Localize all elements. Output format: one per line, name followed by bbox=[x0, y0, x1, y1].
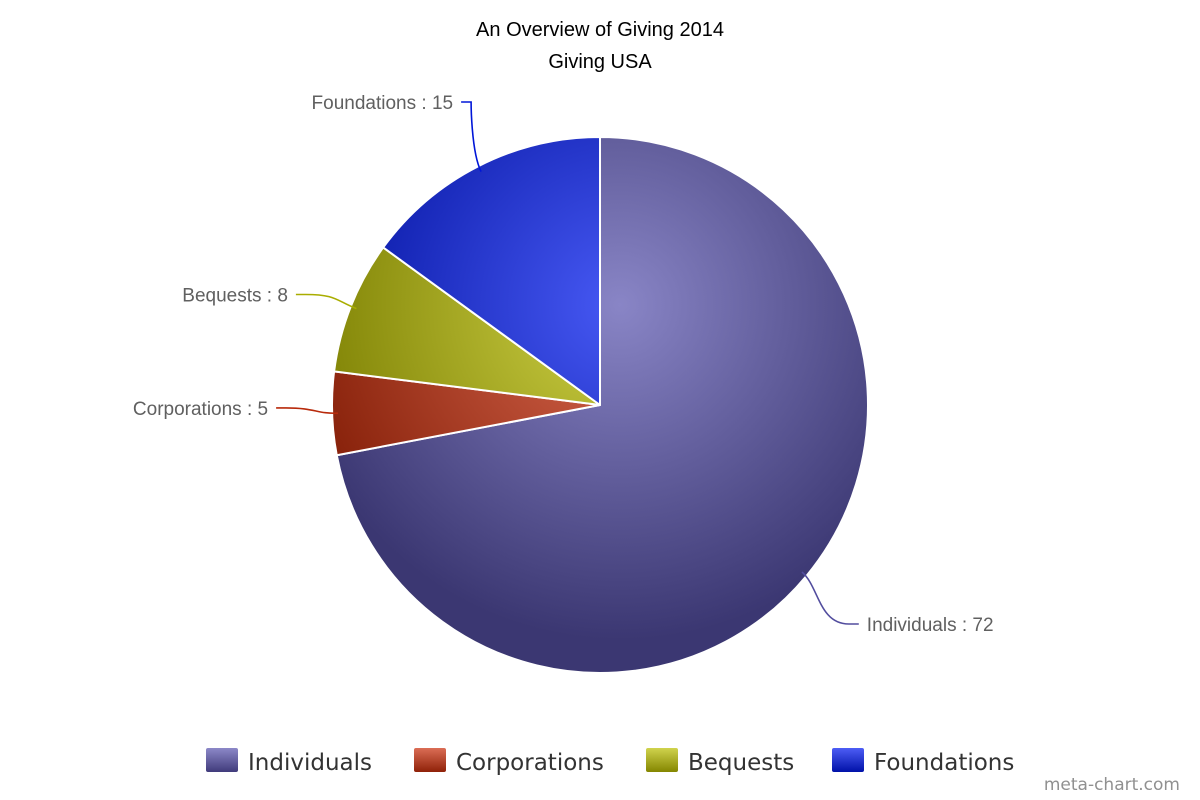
legend-label-corporations: Corporations bbox=[456, 750, 604, 776]
legend-swatch-individuals bbox=[206, 748, 238, 772]
legend-swatch-bequests bbox=[646, 748, 678, 772]
connector-foundations bbox=[461, 101, 482, 172]
connector-individuals bbox=[801, 571, 859, 625]
legend-label-individuals: Individuals bbox=[248, 750, 372, 776]
legend: Individuals Corporations Bequests Foundatio… bbox=[206, 748, 1014, 776]
data-label-foundations: Foundations : 15 bbox=[312, 93, 454, 114]
slice-labels: Individuals : 72 Corporations : 5 Bequests… bbox=[133, 93, 994, 636]
data-label-individuals: Individuals : 72 bbox=[867, 615, 994, 636]
legend-swatch-corporations bbox=[414, 748, 446, 772]
connector-corporations bbox=[276, 407, 339, 415]
legend-item-foundations[interactable]: Foundations bbox=[832, 748, 1014, 776]
connector-bequests bbox=[295, 293, 357, 310]
chart-subtitle: Giving USA bbox=[548, 51, 652, 73]
label-connectors bbox=[276, 101, 859, 625]
legend-label-bequests: Bequests bbox=[688, 750, 794, 776]
credit-link[interactable]: meta-chart.com bbox=[1044, 775, 1180, 795]
data-label-corporations: Corporations : 5 bbox=[133, 399, 268, 420]
data-label-bequests: Bequests : 8 bbox=[182, 286, 288, 307]
legend-item-corporations[interactable]: Corporations bbox=[414, 748, 604, 776]
legend-swatch-foundations bbox=[832, 748, 864, 772]
legend-item-individuals[interactable]: Individuals bbox=[206, 748, 372, 776]
legend-item-bequests[interactable]: Bequests bbox=[646, 748, 794, 776]
pie-slices bbox=[331, 136, 869, 674]
chart-title: An Overview of Giving 2014 bbox=[476, 19, 724, 41]
legend-label-foundations: Foundations bbox=[874, 750, 1014, 776]
